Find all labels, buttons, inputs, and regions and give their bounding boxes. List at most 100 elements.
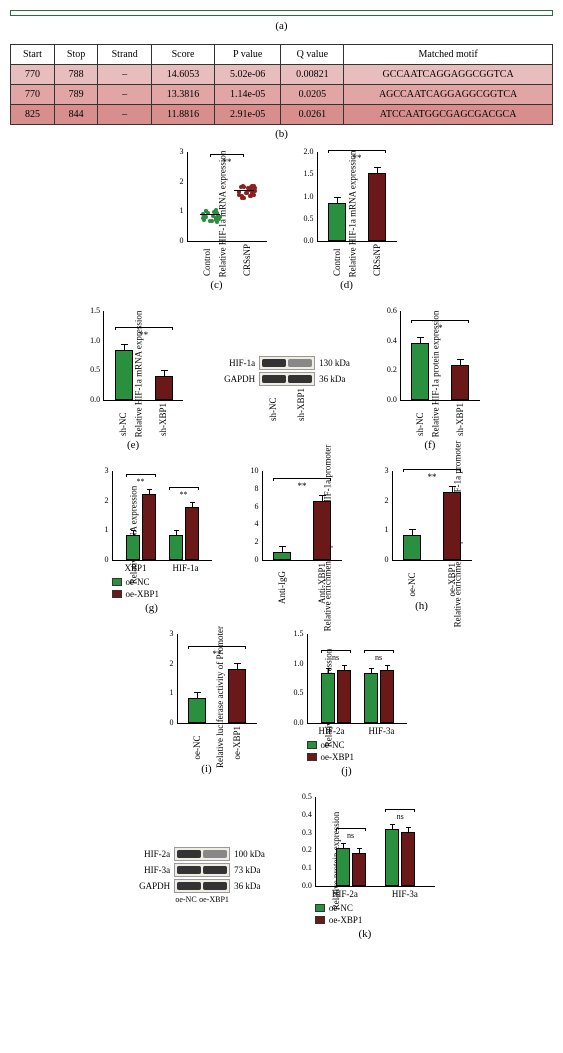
y-tick: 0 bbox=[241, 555, 259, 564]
y-tick: 1.5 bbox=[296, 169, 314, 178]
y-tick: 1.5 bbox=[82, 306, 100, 315]
y-tick: 1 bbox=[371, 525, 389, 534]
x-crssnp: CRSsNP bbox=[242, 244, 252, 276]
bar bbox=[321, 673, 335, 723]
sig-marker: ** bbox=[188, 646, 246, 659]
y-tick: 1 bbox=[156, 688, 174, 697]
panel-b-label: (b) bbox=[10, 128, 553, 140]
y-tick: 2 bbox=[91, 496, 109, 505]
scatter-point bbox=[204, 209, 208, 213]
sig-marker: ns bbox=[321, 650, 351, 662]
y-tick: 2 bbox=[156, 659, 174, 668]
y-tick: 0.2 bbox=[379, 365, 397, 374]
y-tick: 0.2 bbox=[294, 845, 312, 854]
panel-k-blot: HIF-2a100 kDa HIF-3a73 kDa GAPDH36 kDa o… bbox=[128, 845, 265, 904]
y-tick: 0.1 bbox=[294, 863, 312, 872]
bar bbox=[228, 669, 246, 723]
bar bbox=[443, 492, 461, 560]
table-a-border bbox=[10, 10, 553, 16]
y-tick: 0.5 bbox=[296, 214, 314, 223]
panel-k: Relative protein expression nsns0.00.10.… bbox=[295, 797, 435, 952]
sig-marker: ** bbox=[328, 150, 386, 163]
table-row: 825844–11.88162.91e-050.0261ATCCAATGGCGA… bbox=[11, 105, 553, 125]
y-tick: 0.3 bbox=[294, 828, 312, 837]
table-header: P value bbox=[214, 45, 281, 65]
y-tick: 6 bbox=[241, 502, 259, 511]
bar bbox=[337, 670, 351, 723]
y-tick: 0.5 bbox=[82, 365, 100, 374]
scatter-point bbox=[214, 218, 218, 222]
table-header: Strand bbox=[98, 45, 152, 65]
bar bbox=[142, 494, 156, 560]
bar bbox=[368, 173, 386, 241]
bar bbox=[273, 552, 291, 560]
bar bbox=[403, 535, 421, 560]
y-tick: 3 bbox=[91, 466, 109, 475]
y-tick: 0.6 bbox=[379, 306, 397, 315]
y-tick: 0.0 bbox=[296, 236, 314, 245]
bar bbox=[336, 848, 350, 886]
y-tick: 0.0 bbox=[294, 881, 312, 890]
bar bbox=[380, 670, 394, 723]
bar bbox=[411, 343, 429, 400]
bar bbox=[126, 535, 140, 560]
y-tick: 0.0 bbox=[379, 395, 397, 404]
sig-marker: ** bbox=[210, 154, 245, 167]
bar bbox=[364, 673, 378, 723]
y-tick: 2 bbox=[241, 537, 259, 546]
y-tick: 0.5 bbox=[294, 792, 312, 801]
sig-marker: ** bbox=[126, 474, 156, 486]
bar bbox=[155, 376, 173, 400]
panel-c-label: (c) bbox=[167, 279, 267, 291]
y-tick: 0.0 bbox=[286, 718, 304, 727]
sig-marker: ** bbox=[403, 469, 461, 482]
y-tick: 1.0 bbox=[296, 192, 314, 201]
y-tick: 0.4 bbox=[294, 810, 312, 819]
table-header: Matched motif bbox=[344, 45, 553, 65]
sig-marker: ns bbox=[336, 828, 366, 840]
panel-d-label: (d) bbox=[297, 279, 397, 291]
bar bbox=[115, 350, 133, 400]
table-header: Score bbox=[152, 45, 215, 65]
bar bbox=[313, 501, 331, 560]
table-header: Stop bbox=[54, 45, 97, 65]
y-tick: 0 bbox=[91, 555, 109, 564]
y-tick: 3 bbox=[166, 147, 184, 156]
panel-j: Relative mRNA expression nsns0.00.51.01.… bbox=[287, 634, 407, 789]
y-tick: 0 bbox=[156, 718, 174, 727]
sig-marker: ns bbox=[385, 809, 415, 821]
sig-marker: ns bbox=[364, 650, 394, 662]
table-row: 770789–13.38161.14e-050.0205AGCCAATCAGGA… bbox=[11, 85, 553, 105]
table-row: 770788–14.60535.02e-060.00821GCCAATCAGGA… bbox=[11, 65, 553, 85]
y-tick: 3 bbox=[371, 466, 389, 475]
scatter-point bbox=[240, 196, 244, 200]
y-tick: 3 bbox=[156, 629, 174, 638]
panel-a-label: (a) bbox=[10, 20, 553, 32]
scatter-point bbox=[241, 184, 245, 188]
panel-f-blot: HIF-1a130 kDa GAPDH36 kDa sh-NC sh-XBP1 bbox=[213, 354, 350, 421]
y-tick: 0.4 bbox=[379, 336, 397, 345]
bar bbox=[169, 535, 183, 560]
panel-h-right: Relative enrichment expression of HIF-1a… bbox=[372, 471, 472, 626]
sig-marker: * bbox=[411, 320, 469, 333]
sig-marker: ** bbox=[169, 487, 199, 499]
motif-table: StartStopStrandScoreP valueQ valueMatche… bbox=[10, 44, 553, 125]
bar bbox=[451, 365, 469, 400]
y-tick: 0.0 bbox=[82, 395, 100, 404]
panel-e: Relative HIF-1a mRNA expression **0.00.5… bbox=[83, 311, 183, 463]
y-tick: 1.0 bbox=[82, 336, 100, 345]
sig-marker: ** bbox=[273, 478, 331, 491]
bar bbox=[328, 203, 346, 241]
bar bbox=[352, 853, 366, 886]
table-header: Q value bbox=[281, 45, 344, 65]
y-tick: 1.0 bbox=[286, 659, 304, 668]
panel-i: Relative luciferase activity of Promoter… bbox=[157, 634, 257, 789]
sig-marker: ** bbox=[115, 327, 173, 340]
panel-c: Relative HIF-1a mRNA expression **0123 C… bbox=[167, 152, 267, 303]
y-tick: 0.5 bbox=[286, 688, 304, 697]
table-header: Start bbox=[11, 45, 55, 65]
bar bbox=[188, 698, 206, 723]
y-tick: 2 bbox=[371, 496, 389, 505]
y-tick: 2.0 bbox=[296, 147, 314, 156]
y-tick: 0 bbox=[166, 236, 184, 245]
